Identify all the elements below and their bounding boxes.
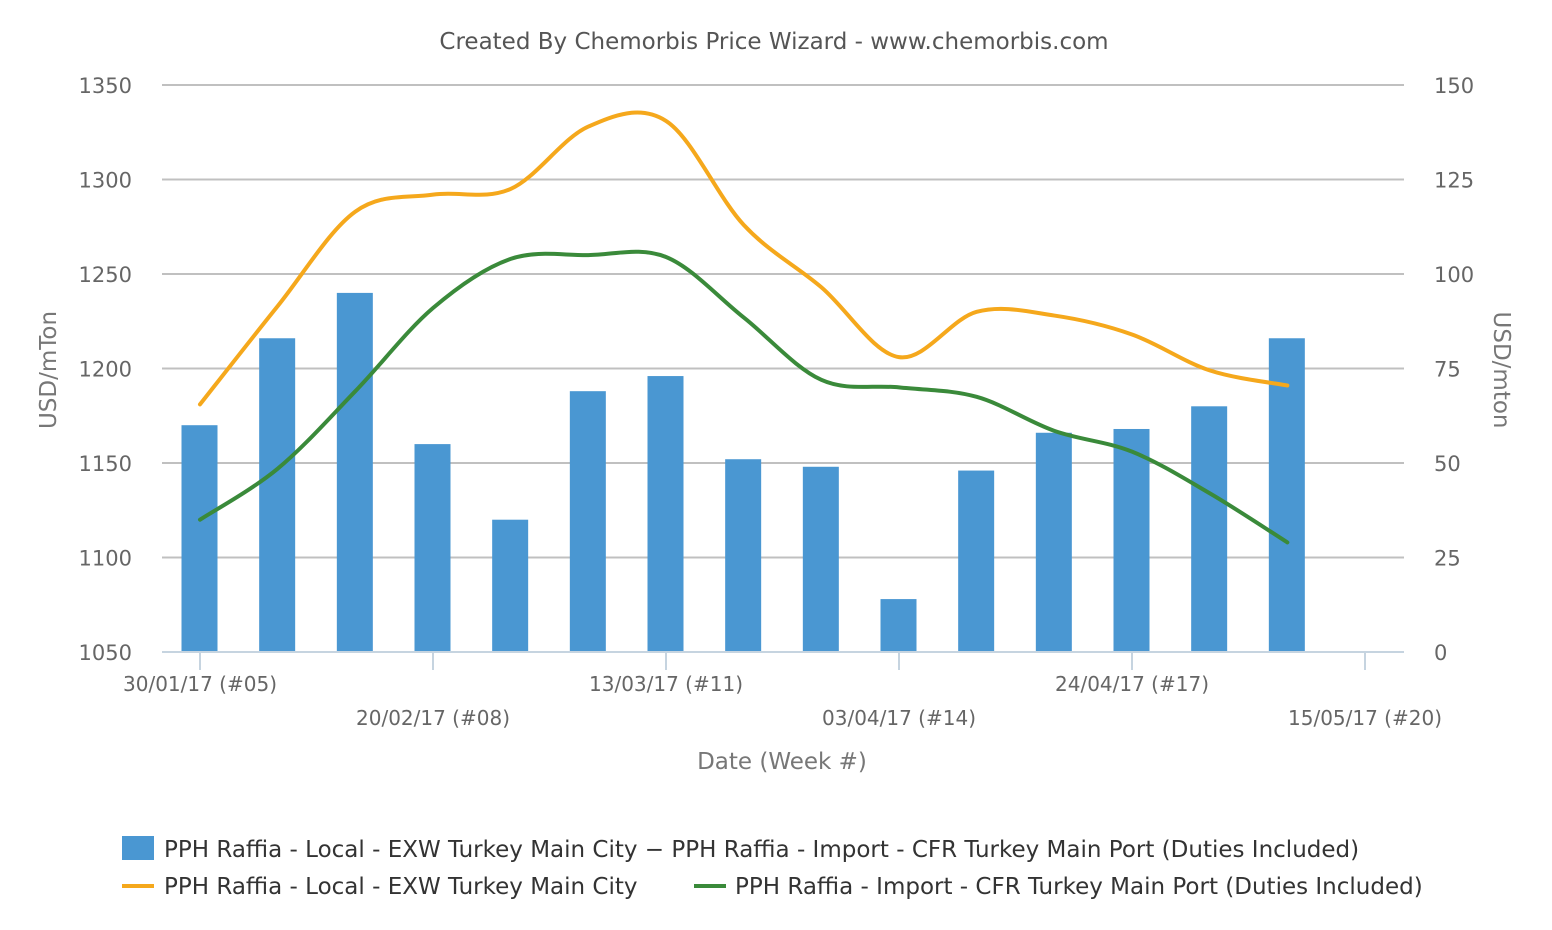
chart-title: Created By Chemorbis Price Wizard - www.…: [439, 29, 1108, 55]
y-right-tick-label: 25: [1434, 547, 1461, 571]
bar: [880, 599, 917, 652]
y-left-tick-label: 1250: [79, 263, 132, 287]
x-tick-label: 24/04/17 (#17): [1055, 672, 1209, 696]
bar: [802, 466, 839, 652]
x-tick-label: 13/03/17 (#11): [589, 672, 743, 696]
x-tick-label: 15/05/17 (#20): [1288, 706, 1442, 730]
y-right-tick-label: 150: [1434, 74, 1474, 98]
y-axis-left-title: USD/mTon: [36, 311, 62, 429]
y-right-tick-label: 75: [1434, 358, 1461, 382]
y-right-tick-label: 0: [1434, 641, 1447, 665]
bar: [725, 459, 762, 652]
y-left-tick-label: 1350: [79, 74, 132, 98]
bar: [647, 376, 684, 652]
bar: [1035, 432, 1072, 652]
legend: PPH Raffia - Local - EXW Turkey Main Cit…: [122, 836, 1423, 900]
legend-label-local: PPH Raffia - Local - EXW Turkey Main Cit…: [164, 874, 638, 900]
y-axis-right-title: USD/mton: [1488, 312, 1514, 429]
x-axis-ticks: 30/01/17 (#05) 20/02/17 (#08) 13/03/17 (#1…: [123, 652, 1442, 730]
legend-item-import[interactable]: PPH Raffia - Import - CFR Turkey Main Po…: [694, 874, 1423, 900]
y-left-tick-label: 1150: [79, 452, 132, 476]
bar: [492, 519, 529, 652]
y-right-tick-label: 100: [1434, 263, 1474, 287]
y-left-tick-label: 1200: [79, 358, 132, 382]
legend-item-bar[interactable]: PPH Raffia - Local - EXW Turkey Main Cit…: [122, 836, 1359, 863]
y-left-tick-label: 1300: [79, 169, 132, 193]
y-left-tick-label: 1100: [79, 547, 132, 571]
y-axis-left-ticks: 1350 1300 1250 1200 1150 1100 1050: [79, 74, 132, 665]
series-line-local: [198, 110, 1290, 407]
bar: [181, 425, 218, 652]
x-tick-label: 03/04/17 (#14): [822, 706, 976, 730]
legend-label-import: PPH Raffia - Import - CFR Turkey Main Po…: [735, 874, 1423, 900]
y-right-tick-label: 50: [1434, 452, 1461, 476]
bar: [259, 338, 296, 652]
y-right-tick-label: 125: [1434, 169, 1474, 193]
bar: [1268, 338, 1305, 652]
series-line-import: [198, 249, 1290, 545]
legend-swatch-bar: [122, 836, 154, 860]
bar: [958, 470, 995, 652]
legend-item-local[interactable]: PPH Raffia - Local - EXW Turkey Main Cit…: [122, 874, 638, 900]
bar: [1113, 428, 1150, 652]
x-tick-label: 30/01/17 (#05): [123, 672, 277, 696]
legend-label-bar: PPH Raffia - Local - EXW Turkey Main Cit…: [164, 837, 1359, 863]
bar: [569, 391, 606, 652]
y-axis-right-ticks: 150 125 100 75 50 25 0: [1434, 74, 1474, 665]
x-tick-label: 20/02/17 (#08): [356, 706, 510, 730]
bar-series: [181, 292, 1305, 652]
bar: [336, 292, 373, 652]
bar: [414, 444, 451, 652]
x-axis-title: Date (Week #): [697, 749, 867, 775]
y-left-tick-label: 1050: [79, 641, 132, 665]
bar: [1191, 406, 1228, 652]
